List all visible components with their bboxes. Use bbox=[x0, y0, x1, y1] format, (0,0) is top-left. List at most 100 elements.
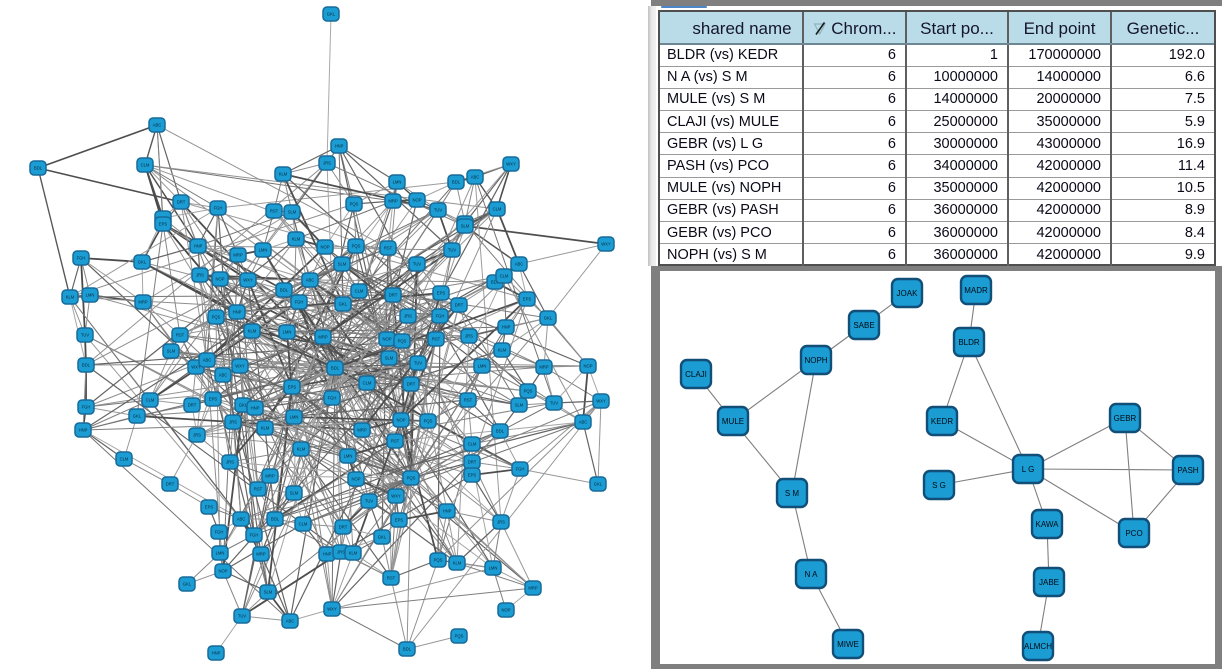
svg-text:FGH: FGH bbox=[436, 314, 445, 319]
svg-text:RST: RST bbox=[270, 209, 279, 214]
svg-text:MRP: MRP bbox=[138, 300, 148, 305]
svg-text:LMN: LMN bbox=[283, 330, 292, 335]
svg-text:BDL: BDL bbox=[271, 517, 280, 522]
svg-text:MRP: MRP bbox=[318, 335, 328, 340]
svg-text:EPS: EPS bbox=[395, 518, 404, 523]
svg-text:HNP: HNP bbox=[502, 325, 511, 330]
svg-text:JRS: JRS bbox=[229, 420, 237, 425]
svg-text:WXY: WXY bbox=[235, 364, 245, 369]
svg-text:MRP: MRP bbox=[233, 253, 243, 258]
svg-text:KAWA: KAWA bbox=[1036, 520, 1060, 529]
svg-text:MRP: MRP bbox=[256, 552, 266, 557]
svg-text:DRT: DRT bbox=[339, 525, 348, 530]
svg-text:RST: RST bbox=[387, 576, 396, 581]
svg-text:ABC: ABC bbox=[153, 123, 162, 128]
svg-text:BDL: BDL bbox=[403, 647, 412, 652]
svg-text:EPS: EPS bbox=[288, 385, 297, 390]
svg-text:FGH: FGH bbox=[77, 256, 86, 261]
svg-text:PQS: PQS bbox=[350, 202, 359, 207]
svg-text:LMN: LMN bbox=[344, 454, 353, 459]
svg-text:ABC: ABC bbox=[471, 175, 480, 180]
svg-text:JRS: JRS bbox=[226, 460, 234, 465]
svg-text:MRP: MRP bbox=[265, 474, 275, 479]
svg-text:NOP: NOP bbox=[501, 608, 510, 613]
svg-text:KLM: KLM bbox=[248, 329, 257, 334]
svg-text:DRT: DRT bbox=[166, 482, 175, 487]
svg-text:KLM: KLM bbox=[279, 172, 288, 177]
svg-text:NOP: NOP bbox=[351, 477, 360, 482]
svg-text:MADR: MADR bbox=[964, 286, 988, 295]
svg-text:HNP: HNP bbox=[323, 552, 332, 557]
svg-text:BDL: BDL bbox=[491, 280, 500, 285]
svg-text:CLM: CLM bbox=[500, 274, 509, 279]
svg-text:FGH: FGH bbox=[328, 396, 337, 401]
svg-text:TUV: TUV bbox=[448, 248, 457, 253]
svg-text:LMN: LMN bbox=[86, 293, 95, 298]
svg-text:PQS: PQS bbox=[524, 389, 533, 394]
svg-text:ABC: ABC bbox=[203, 358, 212, 363]
svg-text:HNP: HNP bbox=[251, 406, 260, 411]
svg-text:BDL: BDL bbox=[82, 363, 91, 368]
svg-text:TUV: TUV bbox=[434, 208, 443, 213]
svg-text:PQS: PQS bbox=[212, 315, 221, 320]
svg-text:SLM: SLM bbox=[290, 491, 299, 496]
svg-text:S G: S G bbox=[932, 481, 946, 490]
svg-text:KLM: KLM bbox=[297, 447, 306, 452]
svg-text:KLM: KLM bbox=[292, 237, 301, 242]
svg-text:WXY: WXY bbox=[191, 365, 201, 370]
svg-text:CLM: CLM bbox=[468, 442, 477, 447]
svg-text:DRT: DRT bbox=[389, 293, 398, 298]
svg-text:CLAJI: CLAJI bbox=[685, 370, 707, 379]
svg-text:MRP: MRP bbox=[539, 365, 549, 370]
svg-text:RST: RST bbox=[176, 333, 185, 338]
svg-text:GKL: GKL bbox=[339, 302, 348, 307]
svg-text:BDL: BDL bbox=[34, 166, 43, 171]
svg-text:LMN: LMN bbox=[216, 551, 225, 556]
svg-text:DRT: DRT bbox=[188, 403, 197, 408]
svg-text:LMN: LMN bbox=[259, 248, 268, 253]
svg-text:KEDR: KEDR bbox=[931, 417, 953, 426]
svg-text:SLM: SLM bbox=[288, 210, 297, 215]
svg-text:JABE: JABE bbox=[1039, 578, 1059, 587]
svg-text:TUV: TUV bbox=[414, 361, 423, 366]
svg-text:JRS: JRS bbox=[337, 550, 345, 555]
svg-text:TUV: TUV bbox=[365, 499, 374, 504]
svg-text:CLM: CLM bbox=[141, 163, 150, 168]
svg-text:BDL: BDL bbox=[280, 288, 289, 293]
svg-text:CLM: CLM bbox=[120, 457, 129, 462]
svg-text:PQS: PQS bbox=[407, 476, 416, 481]
svg-text:EPS: EPS bbox=[437, 291, 446, 296]
svg-text:GKL: GKL bbox=[138, 260, 147, 265]
svg-text:LMN: LMN bbox=[478, 364, 487, 369]
svg-text:WXY: WXY bbox=[506, 162, 516, 167]
svg-text:GEBR: GEBR bbox=[1114, 414, 1137, 423]
svg-text:CLM: CLM bbox=[146, 398, 155, 403]
svg-text:CLM: CLM bbox=[299, 522, 308, 527]
svg-text:CLM: CLM bbox=[493, 207, 502, 212]
svg-text:LMN: LMN bbox=[290, 415, 299, 420]
svg-text:EPS: EPS bbox=[159, 222, 168, 227]
svg-text:SABE: SABE bbox=[853, 321, 874, 330]
svg-text:NOP: NOP bbox=[396, 418, 405, 423]
svg-text:SLM: SLM bbox=[338, 262, 347, 267]
svg-text:EPS: EPS bbox=[209, 397, 218, 402]
svg-text:SLM: SLM bbox=[515, 403, 524, 408]
svg-text:ABC: ABC bbox=[306, 278, 315, 283]
svg-text:JOAK: JOAK bbox=[897, 289, 919, 298]
svg-text:TUV: TUV bbox=[413, 262, 422, 267]
svg-text:JRS: JRS bbox=[323, 161, 331, 166]
svg-text:KLM: KLM bbox=[66, 295, 75, 300]
svg-text:GKL: GKL bbox=[183, 582, 192, 587]
svg-text:NOP: NOP bbox=[412, 198, 421, 203]
svg-text:JRS: JRS bbox=[196, 273, 204, 278]
svg-text:BDL: BDL bbox=[452, 180, 461, 185]
svg-text:JRS: JRS bbox=[404, 314, 412, 319]
svg-text:JRS: JRS bbox=[193, 433, 201, 438]
svg-text:PQS: PQS bbox=[352, 244, 361, 249]
svg-text:EPS: EPS bbox=[523, 297, 532, 302]
svg-text:WXY: WXY bbox=[391, 494, 401, 499]
svg-text:GKL: GKL bbox=[378, 535, 387, 540]
svg-text:DRT: DRT bbox=[177, 200, 186, 205]
svg-text:DRT: DRT bbox=[455, 303, 464, 308]
svg-text:NOP: NOP bbox=[320, 245, 329, 250]
